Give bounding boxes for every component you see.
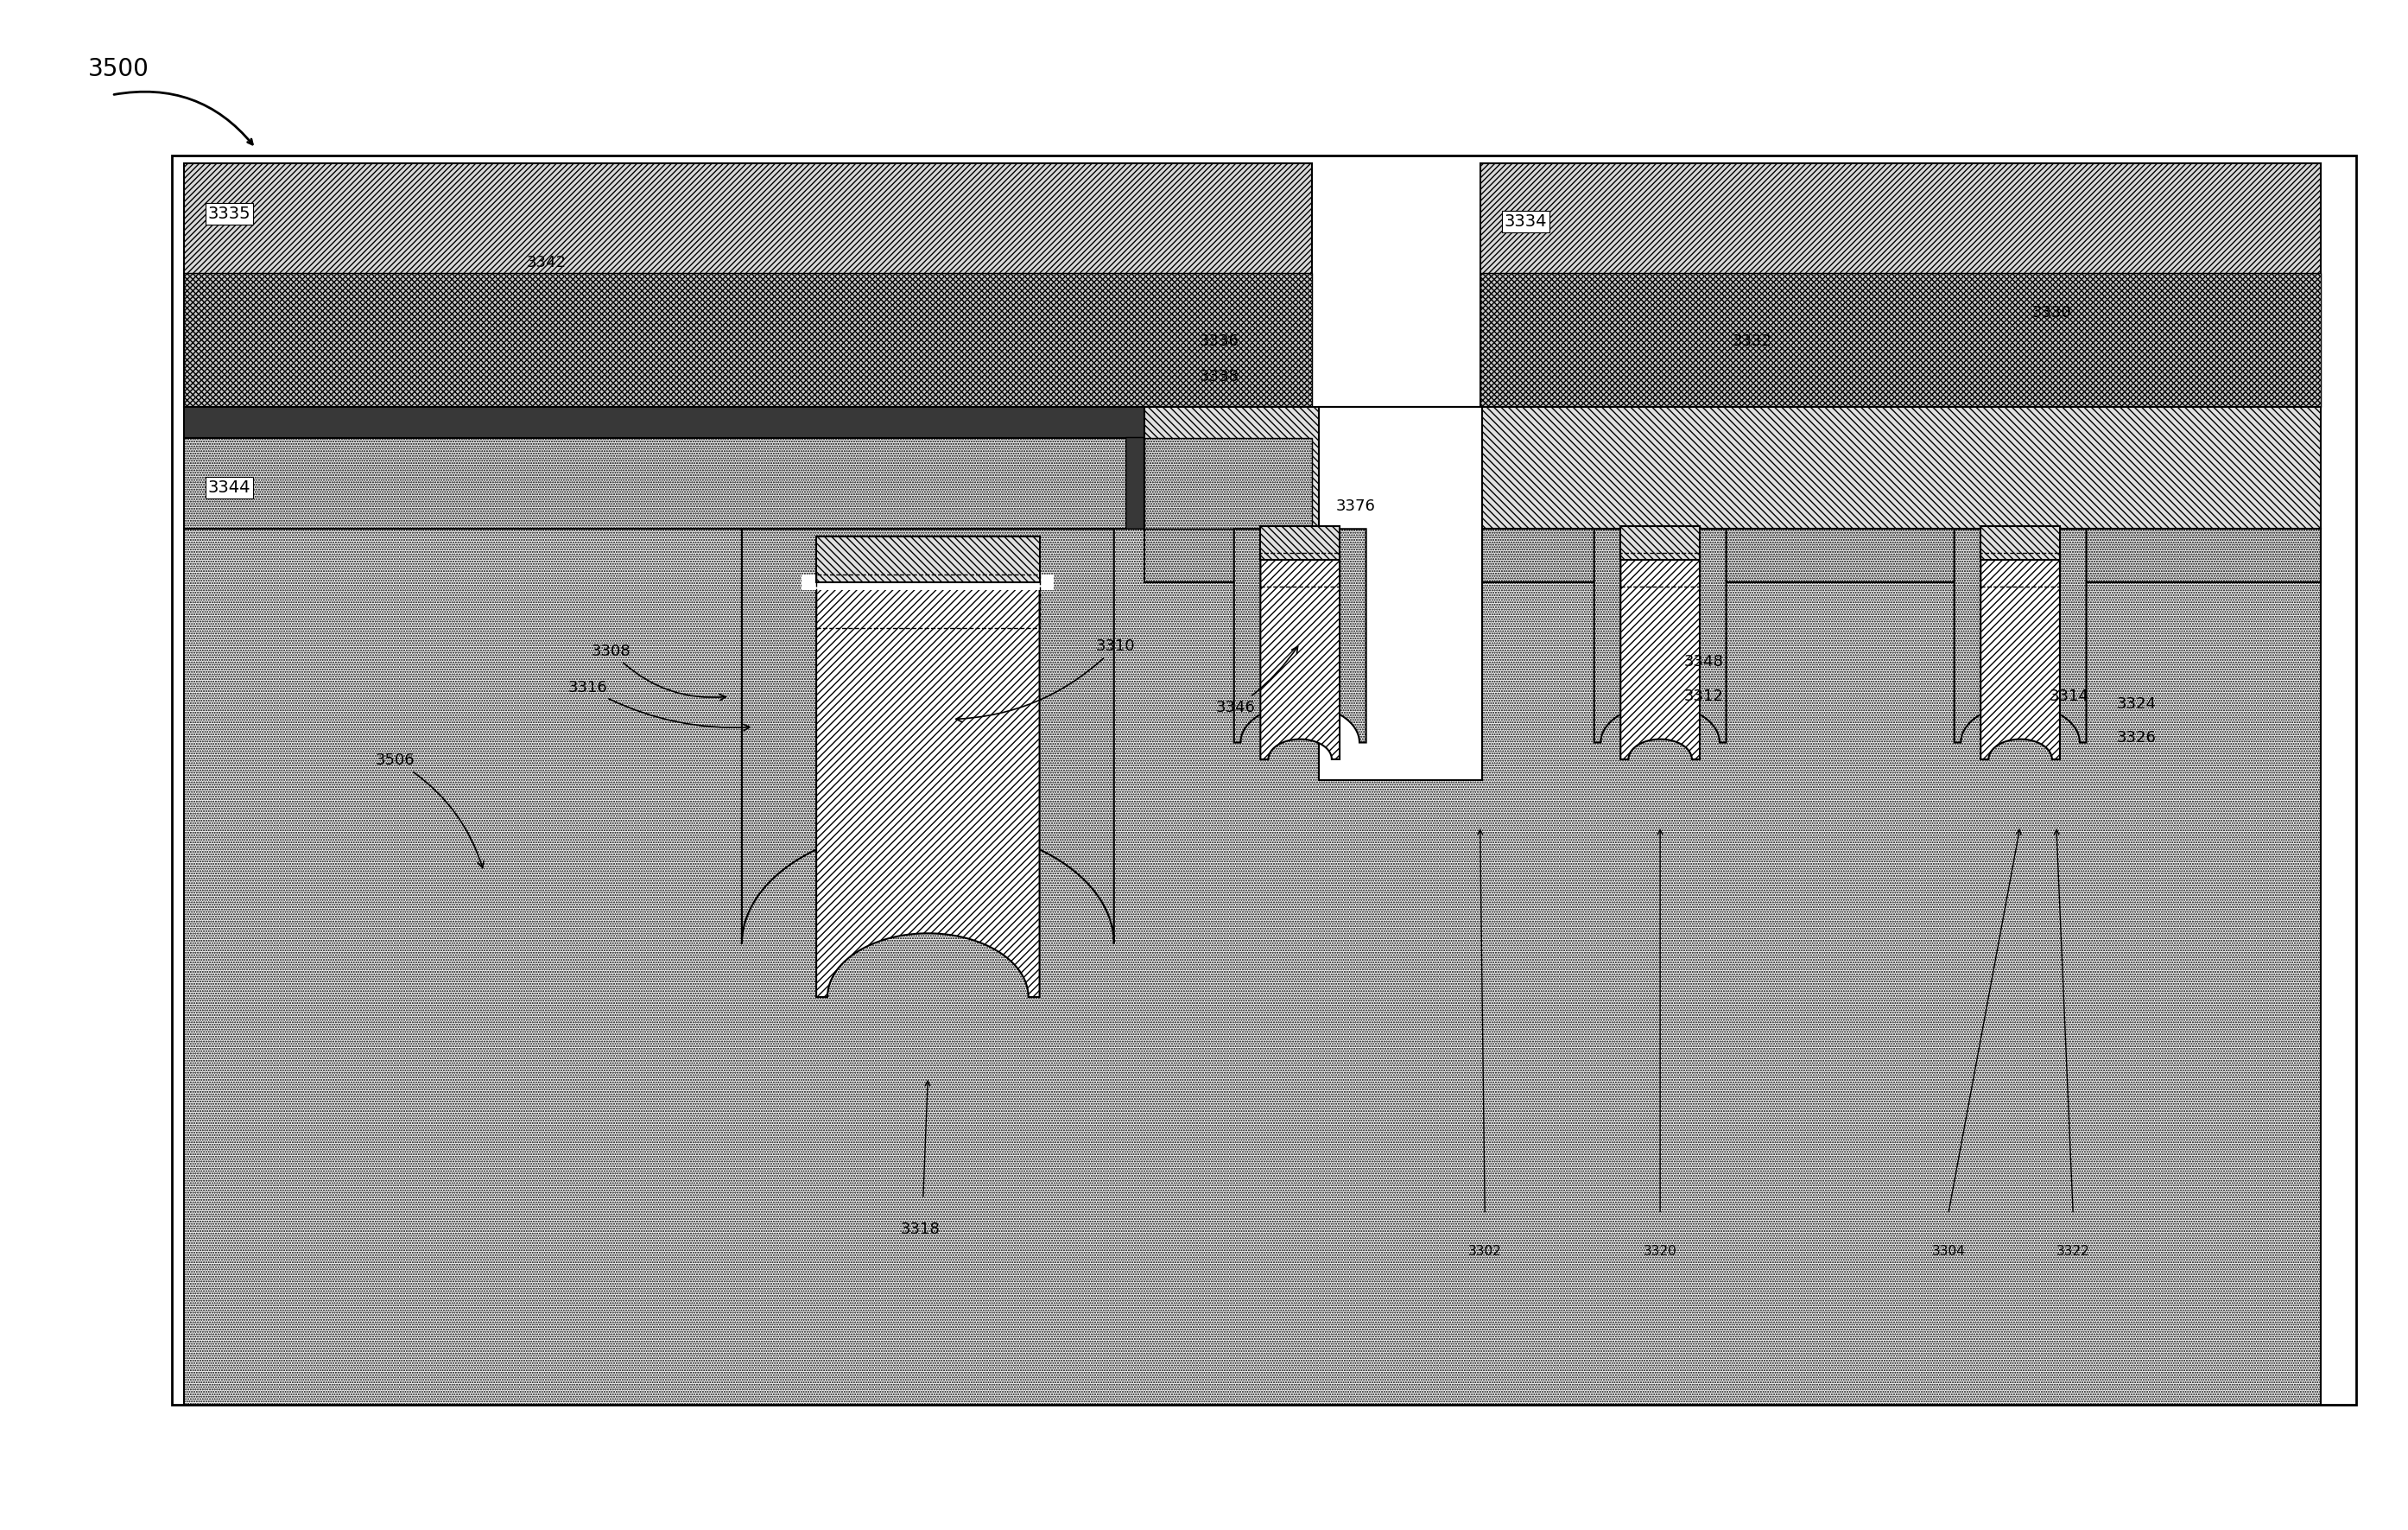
Text: 3336: 3336 [1199,334,1238,349]
Polygon shape [1259,560,1339,759]
Text: 3346: 3346 [1216,647,1298,715]
Bar [1144,529,2321,583]
Text: 3342: 3342 [527,254,566,271]
Bar [1259,526,1339,560]
Text: 3500: 3500 [87,57,149,81]
Polygon shape [1955,529,2085,742]
Text: 3334: 3334 [1505,213,1546,229]
Text: 3344: 3344 [207,479,250,496]
Text: 3314: 3314 [2049,688,2088,704]
Text: 3304: 3304 [1931,1245,1965,1258]
Polygon shape [1127,438,1312,529]
Bar [816,575,1040,627]
Bar [183,438,1312,529]
Polygon shape [1621,560,1700,759]
Bar [1320,407,1483,780]
Polygon shape [816,583,1040,998]
Text: 3312: 3312 [1683,688,1724,704]
Text: 3348: 3348 [1683,653,1724,669]
Bar [1982,554,2059,588]
Text: 3335: 3335 [207,205,250,222]
Bar [1481,274,2321,407]
Polygon shape [1594,529,1727,742]
Text: 3310: 3310 [956,638,1134,722]
Text: 3308: 3308 [592,643,725,701]
Bar [1144,407,2321,529]
Text: 3302: 3302 [1469,1245,1503,1258]
Text: 3330: 3330 [2032,304,2071,320]
Text: 3322: 3322 [2056,1245,2090,1258]
Bar [183,274,1312,407]
Text: 3326: 3326 [2117,730,2155,745]
Bar [1621,526,1700,560]
Bar [816,537,1040,583]
Bar [183,407,1312,438]
Bar [183,529,2321,1405]
Text: 3506: 3506 [376,753,484,868]
Bar [1982,526,2059,560]
Bar [802,575,1055,591]
Polygon shape [1982,560,2059,759]
Bar [183,164,1312,407]
Polygon shape [742,529,1115,944]
Bar [171,156,2357,1405]
Text: 3318: 3318 [901,1221,942,1238]
Bar [1259,554,1339,588]
Text: 3376: 3376 [1336,499,1375,514]
Text: 3324: 3324 [2117,696,2155,711]
Polygon shape [1144,438,1312,529]
Bar [1621,554,1700,588]
Text: 3332: 3332 [1731,334,1772,349]
Text: 3320: 3320 [1642,1245,1676,1258]
Text: 3338: 3338 [1199,369,1238,384]
Polygon shape [1233,529,1365,742]
Text: 3316: 3316 [568,679,749,731]
Bar [1481,164,2321,407]
